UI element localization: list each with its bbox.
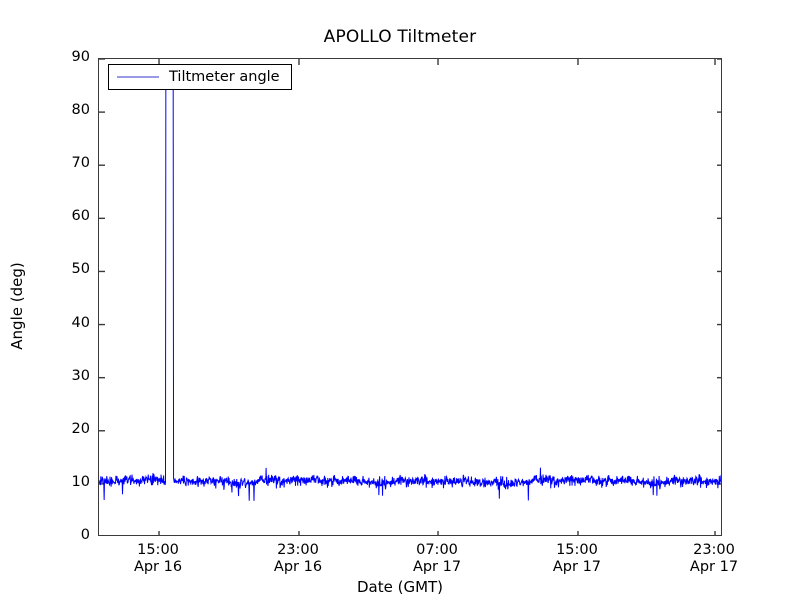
x-tick-label: 15:00 Apr 17 bbox=[517, 542, 637, 576]
legend-box: Tiltmeter angle bbox=[108, 64, 292, 90]
x-tick-time: 15:00 bbox=[556, 542, 598, 558]
x-tick-label: 23:00 Apr 16 bbox=[238, 542, 358, 576]
y-tick-label: 60 bbox=[71, 208, 90, 225]
chart-title: APOLLO Tiltmeter bbox=[323, 27, 477, 47]
y-tick-label: 80 bbox=[71, 102, 90, 119]
x-tick-time: 23:00 bbox=[277, 542, 319, 558]
y-tick-label: 20 bbox=[71, 420, 90, 437]
y-tick-label: 30 bbox=[71, 367, 90, 384]
plot-area bbox=[98, 58, 722, 536]
x-tick-date: Apr 17 bbox=[412, 559, 462, 575]
y-tick-label: 50 bbox=[71, 261, 90, 278]
x-tick-label: 23:00 Apr 17 bbox=[654, 542, 774, 576]
x-axis-label: Date (GMT) bbox=[356, 578, 444, 596]
y-tick-label: 90 bbox=[71, 49, 90, 65]
x-tick-label: 15:00 Apr 16 bbox=[98, 542, 218, 576]
x-tick-label: 07:00 Apr 17 bbox=[377, 542, 497, 576]
y-axis-tick-labels: 0 10 20 30 40 50 60 70 80 90 bbox=[8, 0, 90, 600]
y-tick-label: 0 bbox=[80, 527, 90, 543]
x-tick-date: Apr 17 bbox=[552, 559, 602, 575]
tiltmeter-angle-line bbox=[99, 86, 721, 501]
x-tick-date: Apr 16 bbox=[273, 559, 323, 575]
y-tick-label: 40 bbox=[71, 314, 90, 331]
x-tick-date: Apr 17 bbox=[689, 559, 739, 575]
legend-entry-label: Tiltmeter angle bbox=[169, 69, 280, 85]
y-tick-label: 10 bbox=[71, 473, 90, 490]
legend-line-swatch bbox=[117, 76, 159, 78]
x-tick-date: Apr 16 bbox=[133, 559, 183, 575]
data-plot-svg bbox=[99, 59, 721, 535]
x-tick-time: 07:00 bbox=[416, 542, 458, 558]
x-tick-time: 23:00 bbox=[693, 542, 735, 558]
y-tick-label: 70 bbox=[71, 155, 90, 172]
x-tick-time: 15:00 bbox=[137, 542, 179, 558]
